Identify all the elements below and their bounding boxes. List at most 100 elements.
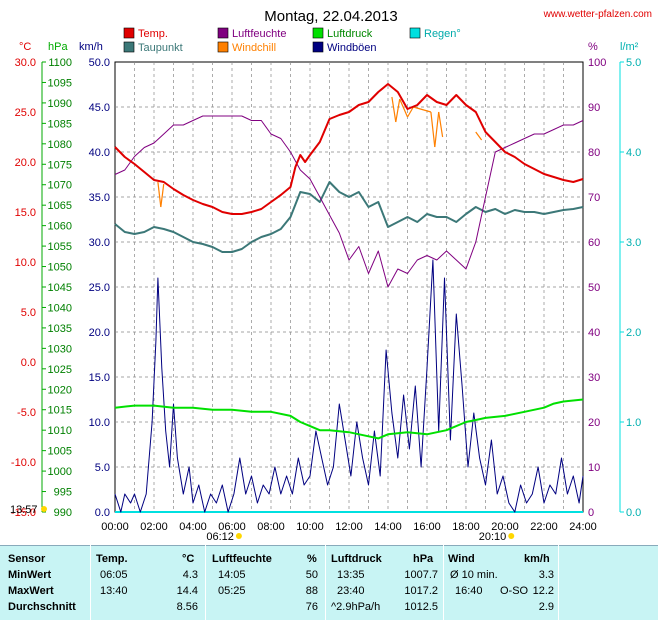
- tick-temp: 25.0: [15, 107, 36, 119]
- tick-wind: 15.0: [89, 372, 110, 384]
- series-windchill: [157, 181, 162, 208]
- tick-wind: 0.0: [95, 507, 110, 519]
- tick-pressure: 1055: [48, 241, 72, 253]
- series-windchill: [430, 111, 436, 148]
- series-windchill: [434, 111, 440, 148]
- axis-unit-temp: °C: [19, 41, 31, 53]
- tick-rain: 2.0: [626, 327, 641, 339]
- weather-chart: Montag, 22.04.2013 www.wetter-pfalzen.com…: [10, 8, 652, 543]
- stats-header-pressure: Luftdruck: [331, 553, 382, 565]
- stats-min-temp: 4.3: [182, 569, 198, 581]
- tick-pressure: 1035: [48, 323, 72, 335]
- series-dewpoint: [114, 181, 584, 253]
- legend-label: Luftfeuchte: [232, 28, 286, 40]
- tick-x: 02:00: [140, 521, 168, 533]
- tick-humidity: 100: [588, 57, 606, 69]
- stats-avg-hum: 76: [305, 601, 318, 613]
- tick-wind: 30.0: [89, 237, 110, 249]
- tick-pressure: 1100: [48, 57, 72, 69]
- axis-unit-humidity: %: [588, 41, 598, 53]
- tick-wind: 5.0: [95, 462, 110, 474]
- legend-swatch: [312, 27, 324, 39]
- tick-pressure: 1025: [48, 364, 72, 376]
- tick-rain: 1.0: [626, 417, 641, 429]
- stats-max-hum-time: 05:25: [218, 585, 246, 597]
- tick-wind: 50.0: [89, 57, 110, 69]
- stats-min-temp-time: 06:05: [100, 569, 128, 581]
- series-windchill: [413, 106, 432, 113]
- chart-title: Montag, 22.04.2013: [264, 8, 397, 25]
- tick-x: 20:00: [491, 521, 519, 533]
- sunrise-label: 06:12: [206, 531, 234, 543]
- tick-humidity: 10: [588, 462, 600, 474]
- stats-max-hum: 88: [305, 585, 318, 597]
- tick-humidity: 30: [588, 372, 600, 384]
- tick-pressure: 1020: [48, 384, 72, 396]
- tick-wind: 40.0: [89, 147, 110, 159]
- stats-avg-temp: 8.56: [176, 601, 198, 613]
- tick-pressure: 1065: [48, 200, 72, 212]
- tick-temp: -10.0: [11, 457, 36, 469]
- tick-humidity: 20: [588, 417, 600, 429]
- series-windchill: [395, 98, 401, 123]
- tick-pressure: 1070: [48, 180, 72, 192]
- tick-pressure: 1080: [48, 139, 72, 151]
- stats-row-min-label: MinWert: [8, 569, 52, 581]
- tick-pressure: 1095: [48, 77, 72, 89]
- tick-pressure: 1060: [48, 221, 72, 233]
- stats-min-press-time: 13:35: [337, 569, 365, 581]
- legend-label: Windböen: [327, 42, 377, 54]
- stats-press-trend: ^2.9hPa/h: [331, 601, 381, 613]
- sunrise-icon: [235, 533, 242, 539]
- tick-humidity: 0: [588, 507, 594, 519]
- tick-x: 24:00: [569, 521, 597, 533]
- legend-label: Windchill: [232, 42, 276, 54]
- tick-x: 10:00: [296, 521, 324, 533]
- source-link: www.wetter-pfalzen.com: [543, 9, 652, 20]
- tick-x: 18:00: [452, 521, 480, 533]
- tick-wind: 35.0: [89, 192, 110, 204]
- legend-label: Luftdruck: [327, 28, 373, 40]
- legend-label: Regen°: [424, 28, 461, 40]
- legend-swatch: [123, 41, 135, 53]
- tick-wind: 25.0: [89, 282, 110, 294]
- legend-label: Taupunkt: [138, 42, 183, 54]
- tick-x: 22:00: [530, 521, 558, 533]
- tick-temp: 0.0: [21, 357, 36, 369]
- tick-temp: -5.0: [17, 407, 36, 419]
- stats-row-max-label: MaxWert: [8, 585, 54, 597]
- series-windchill: [475, 131, 483, 141]
- moon-icon: [41, 506, 47, 512]
- tick-pressure: 990: [54, 507, 72, 519]
- series-pressure: [114, 398, 584, 440]
- stats-min-hum-time: 14:05: [218, 569, 246, 581]
- series-temp: [114, 83, 584, 215]
- sunset-icon: [508, 533, 515, 539]
- legend-swatch: [409, 27, 421, 39]
- tick-x: 04:00: [179, 521, 207, 533]
- tick-humidity: 40: [588, 327, 600, 339]
- moon-time: 13:57: [10, 504, 38, 516]
- series-windchill: [391, 96, 397, 123]
- tick-pressure: 1005: [48, 446, 72, 458]
- tick-temp: -15.0: [11, 507, 36, 519]
- stats-header-pressure-unit: hPa: [413, 553, 434, 565]
- tick-humidity: 50: [588, 282, 600, 294]
- tick-humidity: 70: [588, 192, 600, 204]
- stats-max-wind-dir: O-SO: [500, 585, 529, 597]
- series-windchill: [160, 183, 165, 208]
- legend-swatch: [217, 41, 229, 53]
- tick-rain: 4.0: [626, 147, 641, 159]
- tick-pressure: 1040: [48, 302, 72, 314]
- series-windchill: [399, 98, 409, 118]
- tick-pressure: 1075: [48, 159, 72, 171]
- tick-x: 08:00: [257, 521, 285, 533]
- tick-temp: 15.0: [15, 207, 36, 219]
- tick-x: 00:00: [101, 521, 129, 533]
- series-gusts: [114, 259, 584, 513]
- tick-humidity: 90: [588, 102, 600, 114]
- tick-pressure: 1050: [48, 262, 72, 274]
- legend-swatch: [123, 27, 135, 39]
- tick-x: 12:00: [335, 521, 363, 533]
- tick-pressure: 1010: [48, 425, 72, 437]
